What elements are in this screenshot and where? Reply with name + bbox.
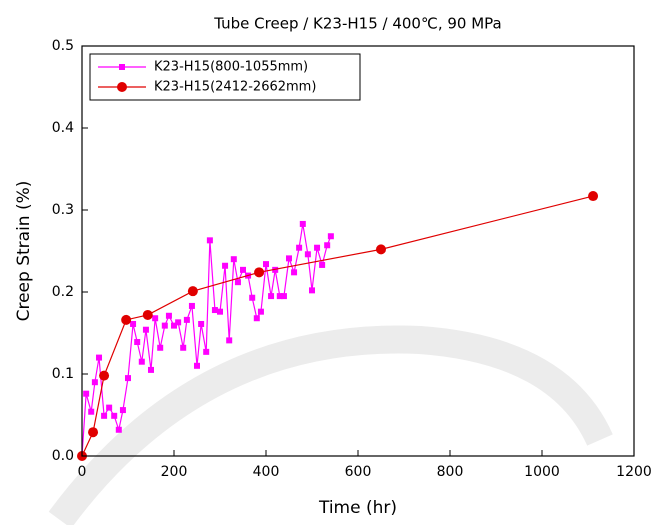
plot-area: 0 200 400 600 800 1000 1200 0.0 0.1 0.2 0.3 0.4 0.5 (52, 38, 652, 480)
point (299, 220, 306, 227)
point (148, 366, 154, 373)
point (211, 307, 218, 314)
point (157, 344, 164, 351)
point (115, 426, 122, 433)
y-tick-label: 0.0 (52, 448, 74, 464)
point (588, 191, 599, 202)
y-tick-label: 0.5 (52, 38, 74, 54)
point (188, 302, 195, 309)
point (376, 244, 386, 255)
point (291, 269, 298, 276)
watermark (48, 325, 613, 525)
legend-marker (117, 82, 127, 92)
y-tick-label: 0.2 (52, 284, 74, 300)
point (175, 319, 182, 326)
point (304, 251, 311, 258)
point (226, 337, 233, 344)
point (88, 408, 95, 415)
point (142, 326, 149, 333)
point (268, 293, 275, 300)
x-axis-title: Time (hr) (318, 498, 397, 518)
point (206, 237, 213, 244)
point (324, 242, 331, 249)
point (119, 407, 126, 414)
point (217, 308, 223, 315)
chart-title: Tube Creep / K23-H15 / 400℃, 90 MPa (213, 15, 501, 33)
point (96, 354, 103, 361)
point (125, 375, 131, 382)
point (183, 316, 190, 323)
point (222, 262, 229, 269)
y-tick-label: 0.4 (52, 120, 74, 136)
legend-marker (119, 64, 125, 70)
point (240, 266, 246, 273)
x-tick-label: 200 (161, 464, 188, 480)
x-tick-label: 1200 (616, 464, 652, 480)
point (180, 344, 187, 351)
point (134, 339, 141, 346)
y-axis-title: Creep Strain (%) (14, 181, 34, 322)
point (152, 315, 159, 322)
point (319, 261, 326, 268)
point (203, 348, 210, 355)
point (91, 379, 98, 386)
point (309, 287, 315, 294)
point (234, 279, 241, 286)
point (130, 320, 137, 327)
point (138, 358, 145, 365)
point (263, 261, 269, 268)
legend-box (89, 53, 361, 101)
point (99, 370, 110, 381)
y-tick-label: 0.1 (52, 366, 74, 382)
x-tick-label: 800 (437, 464, 464, 480)
legend-label: K23-H15(2412-2662mm) (154, 80, 316, 95)
y-tick-label: 0.3 (52, 202, 74, 218)
point (296, 244, 303, 251)
point (286, 255, 292, 262)
point (106, 404, 113, 411)
x-tick-label: 400 (253, 464, 280, 480)
point (276, 293, 283, 300)
point (198, 320, 205, 327)
point (88, 427, 99, 438)
point (187, 286, 198, 297)
point (161, 322, 168, 329)
x-tick-label: 1000 (524, 464, 560, 480)
point (194, 362, 200, 369)
point (83, 390, 90, 397)
point (314, 244, 321, 251)
legend-label: K23-H15(800-1055mm) (154, 60, 308, 75)
point (254, 267, 265, 278)
point (327, 233, 334, 240)
point (142, 309, 153, 320)
point (230, 256, 237, 263)
plot-frame (81, 45, 635, 457)
point (257, 308, 264, 315)
x-tick-label: 600 (345, 464, 372, 480)
point (253, 315, 260, 322)
point (111, 412, 118, 419)
point (101, 412, 108, 419)
point (171, 322, 177, 329)
point (249, 294, 256, 301)
point (121, 314, 132, 325)
x-tick-label: 0 (78, 464, 87, 480)
point (165, 312, 172, 319)
point (280, 293, 287, 300)
